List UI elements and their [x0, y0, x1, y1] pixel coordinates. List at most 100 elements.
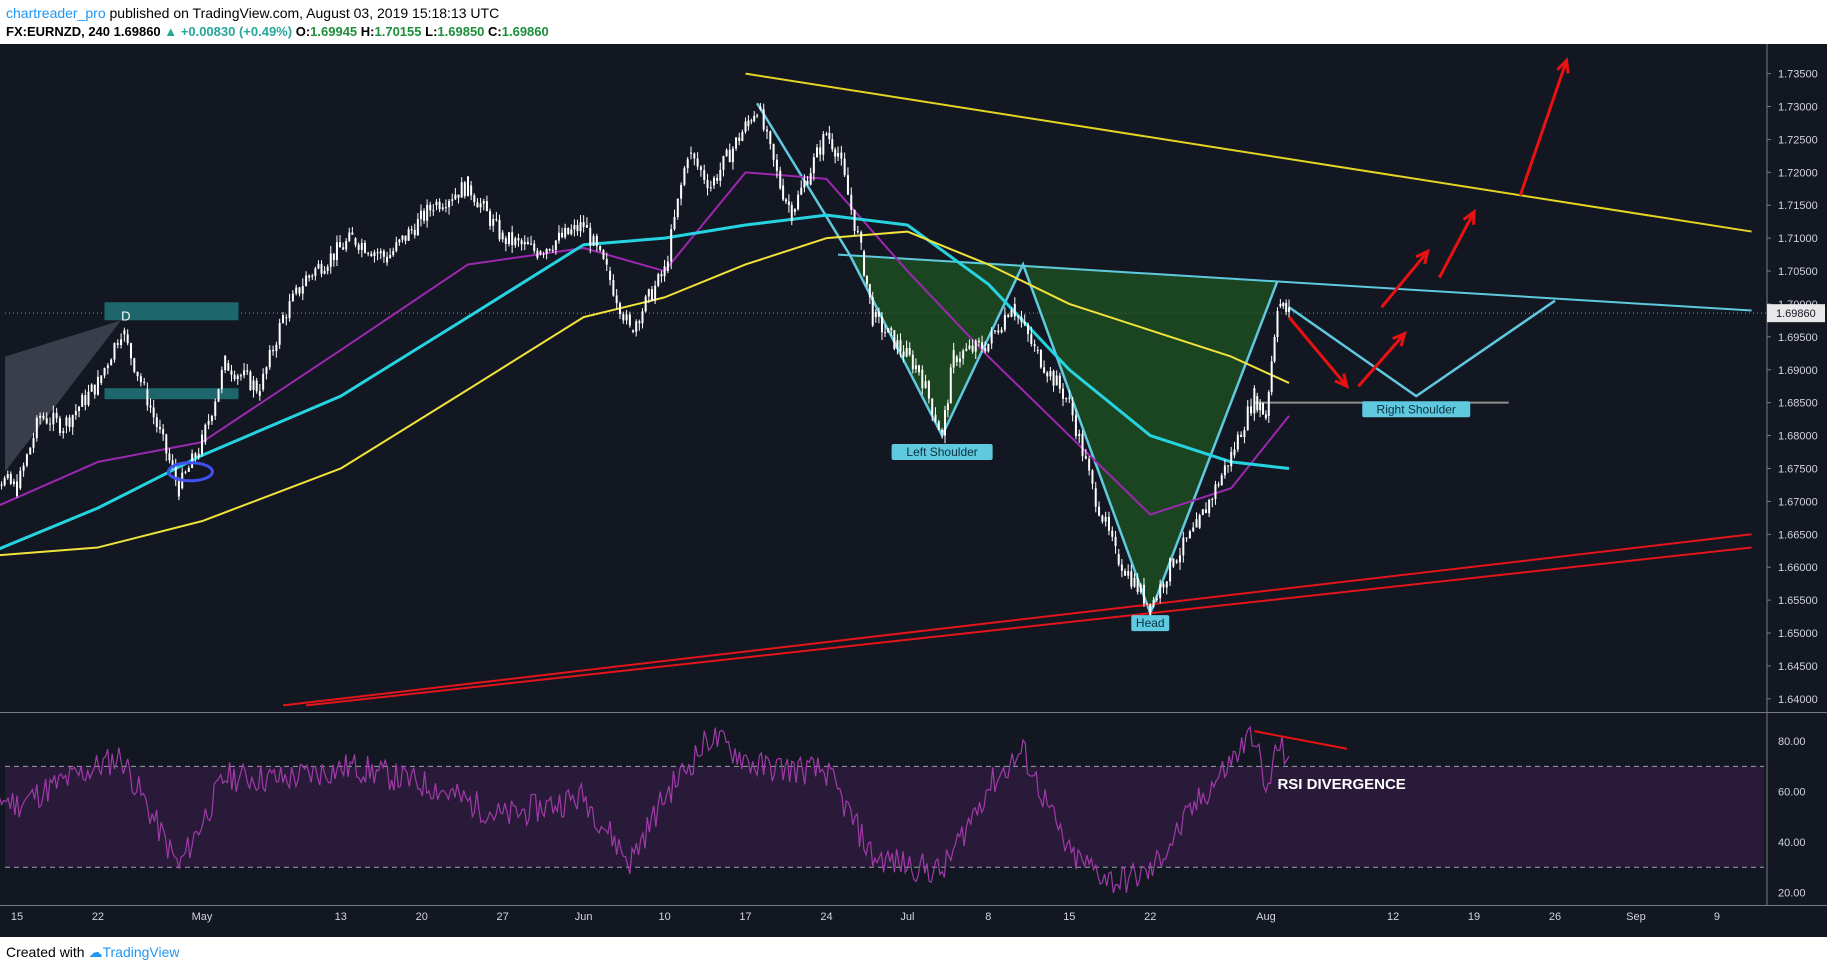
candle-body	[410, 229, 413, 231]
candle-body	[129, 343, 132, 359]
projection-arrow	[1357, 332, 1406, 388]
candle-body	[750, 120, 753, 122]
candle-body	[663, 266, 666, 277]
candle-body	[194, 453, 197, 458]
candle-body	[1233, 449, 1236, 456]
candle-body	[779, 170, 782, 189]
candle-body	[1227, 465, 1230, 467]
candle-body	[74, 410, 77, 416]
candle-body	[158, 426, 161, 430]
price-pane: D Left Shoulder Head Right Shoulder	[0, 57, 1767, 707]
candle-body	[1013, 303, 1016, 317]
candle-body	[615, 295, 618, 304]
price-tick-label: 1.68500	[1778, 398, 1818, 410]
candle-body	[1195, 519, 1198, 528]
candle-body	[329, 253, 332, 267]
h-value: 1.70155	[374, 24, 422, 39]
tradingview-link[interactable]: TradingView	[102, 944, 180, 960]
candle-body	[155, 417, 158, 427]
time-tick-label: 24	[820, 911, 832, 923]
candle-body	[1058, 375, 1061, 389]
price-tick-label: 1.67000	[1778, 496, 1818, 508]
candle-body	[3, 478, 6, 486]
price-chart[interactable]: D Left Shoulder Head Right Shoulder RSI DIV…	[0, 44, 1827, 937]
candle-body	[1149, 603, 1152, 616]
candle-body	[971, 345, 974, 352]
candle-body	[466, 176, 469, 197]
candle-body	[68, 417, 71, 428]
candle-body	[258, 391, 261, 396]
arrow-head	[1462, 208, 1476, 225]
candle-body	[1091, 470, 1094, 484]
candle-body	[335, 242, 338, 261]
candle-body	[1114, 536, 1117, 547]
l-value: 1.69850	[437, 24, 485, 39]
candle-body	[1107, 516, 1110, 531]
candle-body	[184, 471, 187, 473]
time-tick-label: 19	[1468, 911, 1480, 923]
candle-body	[55, 412, 58, 419]
time-tick-label: 12	[1387, 911, 1399, 923]
candle-body	[890, 328, 893, 331]
candle-body	[837, 152, 840, 157]
candle-body	[295, 287, 298, 294]
price-tick-label: 1.73500	[1778, 69, 1818, 81]
moving-average-yellow	[0, 230, 1290, 557]
candle-body	[305, 275, 308, 287]
candle-body	[308, 275, 311, 278]
candle-body	[78, 406, 81, 411]
candle-body	[602, 250, 605, 259]
price-tick-label: 1.68000	[1778, 431, 1818, 443]
candle-body	[638, 321, 641, 324]
candle-body	[782, 185, 785, 200]
candle-body	[911, 354, 914, 370]
candle-body	[1046, 372, 1049, 377]
candle-body	[797, 194, 800, 210]
candle-body	[896, 340, 899, 349]
arrow-head	[1415, 248, 1430, 265]
candle-body	[927, 381, 930, 399]
candle-body	[747, 120, 750, 127]
l-label: L:	[425, 24, 438, 39]
candle-body	[1017, 316, 1020, 318]
candle-body	[1033, 344, 1036, 347]
candle-body	[1159, 584, 1162, 599]
candle-body	[123, 330, 126, 335]
candle-body	[987, 343, 990, 352]
candle-body	[19, 470, 22, 489]
candle-body	[1055, 375, 1058, 386]
candle-body	[644, 296, 647, 312]
time-tick-label: Sep	[1626, 911, 1646, 923]
candle-body	[1211, 499, 1214, 501]
candle-body	[1020, 316, 1023, 323]
candle-body	[787, 201, 790, 205]
candle-body	[806, 180, 809, 185]
last-price-tag	[1767, 304, 1825, 323]
candle-body	[654, 285, 657, 301]
price-tick-label: 1.66000	[1778, 562, 1818, 574]
candle-body	[1285, 302, 1288, 313]
candle-body	[285, 317, 288, 319]
candle-body	[944, 410, 947, 436]
candle-body	[632, 330, 635, 332]
rsi-band	[5, 766, 1764, 868]
candle-body	[1000, 329, 1003, 333]
candle-body	[363, 242, 366, 253]
trendline-red	[282, 533, 1752, 707]
candle-body	[557, 232, 560, 241]
candle-body	[1267, 392, 1270, 416]
candle-body	[769, 131, 772, 144]
candle-body	[351, 232, 354, 235]
candle-body	[958, 358, 961, 362]
author-link[interactable]: chartreader_pro	[6, 5, 106, 21]
footer: Created with ☁TradingView	[6, 944, 180, 961]
candle-body	[45, 418, 48, 424]
candle-body	[834, 149, 837, 157]
candle-body	[511, 232, 514, 246]
candle-body	[949, 367, 952, 404]
candle-body	[589, 227, 592, 246]
candle-body	[914, 365, 917, 370]
candle-body	[345, 241, 348, 250]
candle-body	[1101, 515, 1104, 522]
candle-body	[152, 407, 155, 418]
